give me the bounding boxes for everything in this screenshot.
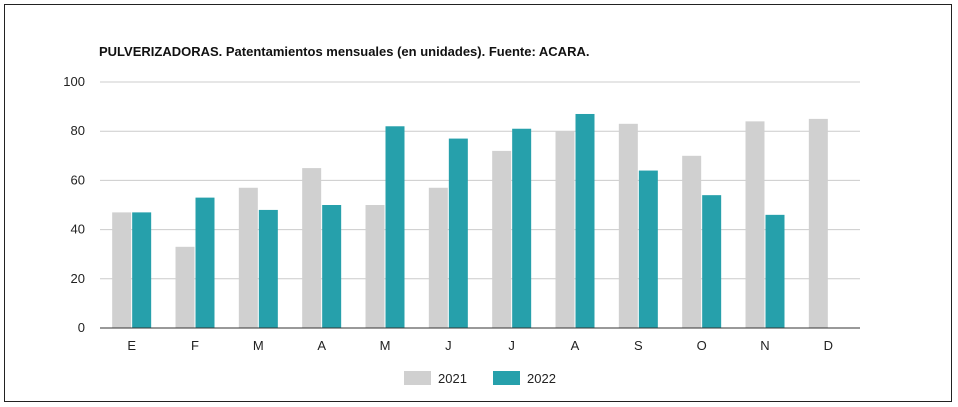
x-tick-label: A <box>571 338 580 353</box>
y-tick-label: 60 <box>71 172 85 187</box>
legend-label-2022: 2022 <box>527 371 556 386</box>
bar-2022-7 <box>575 113 595 328</box>
bars <box>112 113 828 329</box>
bar-2022-2 <box>258 209 278 328</box>
bar-2021-6 <box>492 150 512 328</box>
y-tick-label: 0 <box>78 320 85 335</box>
x-tick-label: N <box>760 338 769 353</box>
bar-2021-3 <box>302 168 322 328</box>
bar-2021-9 <box>682 155 702 328</box>
y-tick-label: 100 <box>63 74 85 89</box>
bar-2021-0 <box>112 212 132 328</box>
x-tick-label: S <box>634 338 643 353</box>
x-tick-label: J <box>508 338 515 353</box>
y-tick-label: 20 <box>71 271 85 286</box>
x-tick-label: E <box>127 338 136 353</box>
bar-2021-10 <box>745 121 765 328</box>
bar-2022-5 <box>448 138 468 328</box>
bar-2021-4 <box>365 205 385 328</box>
x-tick-label: O <box>697 338 707 353</box>
chart-title: PULVERIZADORAS. Patentamientos mensuales… <box>99 44 590 59</box>
x-tick-label: J <box>445 338 452 353</box>
y-tick-label: 40 <box>71 222 85 237</box>
bar-2022-0 <box>132 212 152 328</box>
bar-2021-2 <box>238 187 258 328</box>
bar-2022-8 <box>638 170 658 328</box>
x-tick-label: M <box>380 338 391 353</box>
x-tick-label: A <box>317 338 326 353</box>
bar-2022-1 <box>195 197 215 328</box>
bar-2022-9 <box>702 195 722 328</box>
legend-swatch-2022 <box>493 371 520 385</box>
legend-label-2021: 2021 <box>438 371 467 386</box>
bar-2022-6 <box>512 128 532 328</box>
bar-2021-11 <box>808 118 828 329</box>
y-tick-label: 80 <box>71 123 85 138</box>
bar-2022-10 <box>765 214 785 328</box>
bar-2021-5 <box>428 187 448 328</box>
x-tick-label: M <box>253 338 264 353</box>
chart-frame <box>4 4 952 402</box>
legend: 2021 2022 <box>404 371 556 386</box>
x-tick-label: D <box>824 338 833 353</box>
bar-2021-8 <box>618 123 638 328</box>
bar-2022-4 <box>385 126 405 328</box>
gridlines <box>100 81 860 280</box>
bar-2021-1 <box>175 246 195 328</box>
legend-swatch-2021 <box>404 371 431 385</box>
bar-2021-7 <box>555 131 575 328</box>
x-tick-label: F <box>191 338 199 353</box>
bar-2022-3 <box>322 205 342 328</box>
y-axis-ticks: 0 20 40 60 80 100 <box>63 74 85 335</box>
